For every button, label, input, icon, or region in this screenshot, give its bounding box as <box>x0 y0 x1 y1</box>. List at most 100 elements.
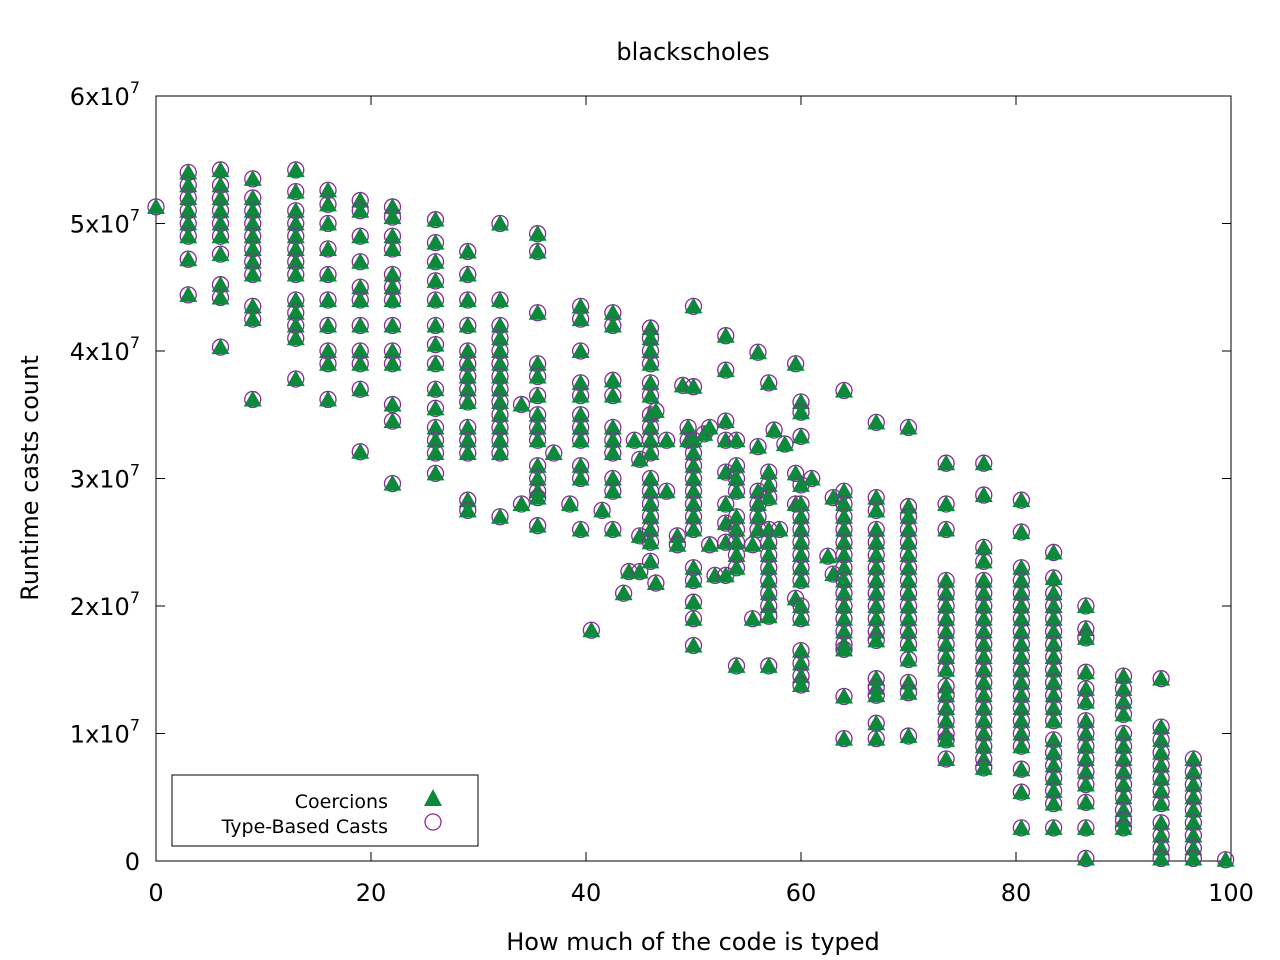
y-tick-label: 5x107 <box>70 206 140 239</box>
coercion-point <box>211 160 230 177</box>
coercion-point <box>716 495 735 511</box>
coercion-point <box>571 418 590 435</box>
coercion-point <box>243 189 262 205</box>
coercion-point <box>1044 584 1063 601</box>
coercion-point <box>937 730 956 747</box>
coercion-point <box>1152 718 1171 735</box>
coercion-point <box>899 507 918 524</box>
coercion-point <box>1044 673 1063 690</box>
y-tick-label: 4x107 <box>70 333 140 366</box>
coercion-point <box>286 201 305 218</box>
coercion-point <box>383 265 402 282</box>
coercion-point <box>1152 743 1171 760</box>
coercion-point <box>937 648 956 664</box>
coercion-point <box>571 310 590 327</box>
coercion-point <box>179 227 198 244</box>
coercion-point <box>641 418 660 435</box>
coercion-point <box>899 597 918 613</box>
coercion-point <box>641 520 660 537</box>
coercion-point <box>571 297 590 314</box>
coercion-point <box>937 584 956 601</box>
coercion-point <box>319 195 337 212</box>
coercion-point <box>899 609 918 626</box>
coercion-point <box>899 622 918 639</box>
coercion-point <box>426 252 445 269</box>
coercion-point <box>937 750 956 766</box>
coercion-point <box>641 552 660 569</box>
coercion-point <box>571 469 590 486</box>
coercion-point <box>899 546 918 562</box>
coercion-point <box>458 316 477 333</box>
coercion-point <box>899 650 918 667</box>
coercion-point <box>673 376 692 393</box>
coercion-point <box>835 520 853 537</box>
coercion-point <box>1012 686 1031 703</box>
coercion-point <box>684 636 703 653</box>
coercion-point <box>937 597 956 613</box>
coercion-point <box>630 562 649 579</box>
coercion-point <box>528 418 547 435</box>
coercion-point <box>867 714 886 731</box>
coercion-point <box>593 501 612 518</box>
coercion-point <box>319 342 337 358</box>
coercion-point <box>641 431 660 448</box>
coercion-point <box>528 242 547 259</box>
coercion-point <box>1076 849 1095 866</box>
coercion-point <box>1044 660 1063 677</box>
coercion-point <box>974 597 993 613</box>
coercion-point <box>426 335 445 352</box>
coercion-point <box>792 520 810 537</box>
coercion-point <box>792 597 810 613</box>
coercion-point <box>458 431 477 448</box>
coercion-point <box>1152 813 1171 830</box>
coercion-point <box>426 233 445 250</box>
coercion-point <box>211 214 230 231</box>
legend-label-type-based-casts: Type-Based Casts <box>221 816 388 838</box>
coercion-point <box>684 469 703 486</box>
coercion-point <box>426 354 445 371</box>
coercion-point <box>491 354 509 371</box>
coercion-point <box>646 401 665 418</box>
coercion-point <box>544 444 563 460</box>
coercion-point <box>749 343 767 360</box>
coercion-point <box>792 495 810 511</box>
coercion-point <box>641 444 660 460</box>
coercion-point <box>1012 648 1031 664</box>
coercion-point <box>383 354 402 371</box>
coercion-point <box>351 316 370 333</box>
coercion-point <box>974 622 993 639</box>
coercion-point <box>824 488 843 505</box>
coercion-point <box>1184 813 1203 830</box>
coercion-point <box>641 373 660 390</box>
coercion-point <box>351 201 370 218</box>
coercion-point <box>603 431 622 448</box>
coercion-point <box>1076 737 1095 754</box>
coercion-point <box>528 516 547 533</box>
coercion-point <box>1184 801 1203 817</box>
coercion-point <box>684 571 703 588</box>
coercion-point <box>603 418 622 435</box>
coercion-point <box>426 418 445 435</box>
coercion-point <box>937 571 956 588</box>
coercion-point <box>351 342 370 358</box>
coercion-point <box>792 676 810 693</box>
coercion-point <box>684 431 703 448</box>
coercion-point <box>792 427 810 444</box>
coercion-point <box>1184 788 1203 805</box>
coercion-point <box>351 354 370 371</box>
coercion-point <box>684 456 703 473</box>
coercion-point <box>1012 724 1031 741</box>
coercion-point <box>351 291 370 307</box>
coercion-point <box>937 686 956 703</box>
coercion-point <box>1044 818 1063 835</box>
coercion-point <box>835 558 853 575</box>
coercion-point <box>426 210 445 227</box>
coercion-point <box>1076 692 1095 709</box>
coercion-point <box>383 208 402 225</box>
coercion-point <box>974 609 993 626</box>
y-tick-label: 3x107 <box>70 461 140 494</box>
coercion-point <box>684 482 703 499</box>
coercion-point <box>835 482 853 499</box>
coercion-point <box>1012 622 1031 639</box>
coercion-point <box>1012 818 1031 835</box>
